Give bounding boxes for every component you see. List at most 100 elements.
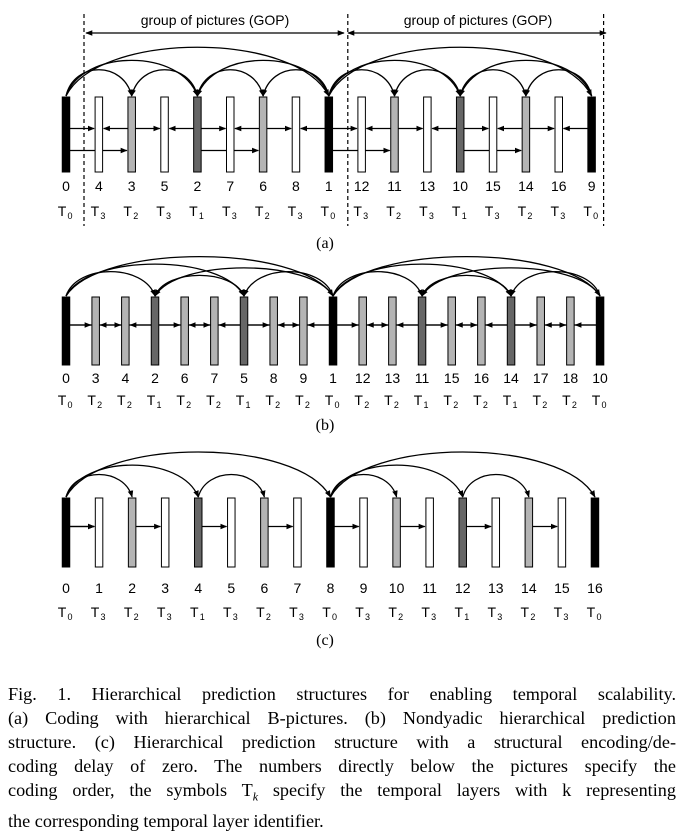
coding-order-label: 0: [62, 580, 70, 596]
picture-bar: [326, 497, 335, 568]
temporal-layer-index: 3: [363, 211, 368, 221]
coding-order-label: 13: [385, 370, 401, 386]
temporal-layer-index: 0: [593, 211, 598, 221]
temporal-layer-index: 3: [497, 612, 502, 622]
temporal-layer-label: T: [58, 392, 67, 408]
picture-bar: [554, 96, 563, 173]
temporal-layer-index: 1: [157, 400, 162, 410]
temporal-layer-index: 2: [216, 400, 221, 410]
reference-arc: [65, 59, 199, 97]
temporal-layer-label: T: [123, 203, 132, 219]
temporal-layer-index: 3: [233, 612, 238, 622]
coding-order-label: 10: [452, 178, 468, 194]
picture-bar: [127, 96, 136, 173]
picture-bar: [524, 497, 534, 568]
coding-order-label: 5: [240, 370, 248, 386]
subscript-k: k: [252, 789, 259, 804]
temporal-layer-index: 1: [199, 211, 204, 221]
temporal-layer-label: T: [562, 392, 571, 408]
coding-order-label: 0: [62, 370, 70, 386]
picture-bar: [587, 96, 596, 173]
temporal-layer-label: T: [419, 203, 428, 219]
temporal-layer-index: 3: [560, 211, 565, 221]
coding-order-label: 11: [415, 370, 430, 386]
temporal-layer-label: T: [117, 392, 126, 408]
gop-label: group of pictures (GOP): [404, 12, 553, 28]
coding-order-label: 5: [227, 580, 235, 596]
temporal-layer-index: 0: [596, 612, 601, 622]
picture-bar: [258, 96, 268, 173]
temporal-layer-label: T: [473, 392, 482, 408]
temporal-layer-index: 2: [97, 400, 102, 410]
temporal-layer-index: 0: [330, 211, 335, 221]
coding-order-label: 14: [521, 580, 537, 596]
reference-arc: [261, 69, 330, 97]
picture-bar: [61, 96, 71, 173]
picture-bar: [299, 296, 308, 366]
temporal-layer-index: 1: [462, 211, 467, 221]
temporal-layer-label: T: [384, 392, 393, 408]
coding-order-label: 3: [92, 370, 100, 386]
coding-order-label: 0: [62, 178, 70, 194]
temporal-layer-index: 2: [133, 211, 138, 221]
picture-bar: [388, 296, 397, 366]
temporal-layer-label: T: [190, 604, 199, 620]
temporal-layer-label: T: [321, 203, 330, 219]
coding-order-label: 1: [95, 580, 103, 596]
picture-bar: [423, 96, 432, 173]
temporal-layer-index: 3: [100, 211, 105, 221]
temporal-layer-label: T: [583, 203, 592, 219]
picture-bar: [357, 96, 366, 173]
temporal-layer-index: 2: [266, 612, 271, 622]
temporal-layer-label: T: [91, 604, 100, 620]
temporal-layer-label: T: [236, 392, 245, 408]
temporal-layer-label: T: [532, 392, 541, 408]
caption-line: the corresponding temporal layer identif…: [8, 810, 324, 831]
picture-bar: [61, 296, 71, 366]
temporal-layer-index: 2: [275, 400, 280, 410]
coding-order-label: 9: [299, 370, 307, 386]
temporal-layer-label: T: [554, 604, 563, 620]
picture-bar: [260, 497, 269, 568]
picture-bar: [477, 296, 486, 366]
temporal-layer-label: T: [58, 604, 67, 620]
reference-arc: [196, 69, 265, 97]
picture-bar: [536, 296, 545, 366]
temporal-layer-label: T: [521, 604, 530, 620]
reference-arc: [65, 256, 334, 297]
coding-order-label: 8: [292, 178, 300, 194]
picture-bar: [94, 96, 104, 173]
coding-order-label: 10: [389, 580, 405, 596]
temporal-layer-index: 2: [186, 400, 191, 410]
reference-arc: [130, 69, 199, 97]
reference-arc: [421, 267, 601, 297]
temporal-layer-index: 2: [127, 400, 132, 410]
coding-order-label: 7: [226, 178, 234, 194]
reference-arc: [510, 270, 601, 297]
caption-line: coding delay of zero. The numbers direct…: [8, 756, 676, 776]
picture-bar: [193, 497, 203, 568]
temporal-layer-index: 0: [602, 400, 607, 410]
temporal-layer-label: T: [58, 203, 67, 219]
temporal-layer-label: T: [592, 392, 601, 408]
reference-arc: [328, 69, 396, 97]
coding-order-label: 3: [128, 178, 136, 194]
temporal-layer-index: 3: [495, 211, 500, 221]
temporal-layer-label: T: [421, 604, 430, 620]
picture-bar: [417, 296, 427, 366]
reference-arc: [332, 256, 601, 297]
picture-bar: [447, 296, 456, 366]
reference-arc: [65, 69, 133, 97]
temporal-layer-label: T: [256, 604, 265, 620]
temporal-layer-label: T: [487, 604, 496, 620]
picture-bar: [239, 296, 249, 366]
temporal-layer-label: T: [386, 203, 395, 219]
coding-order-label: 2: [128, 580, 136, 596]
picture-bar: [491, 497, 501, 568]
reference-arc: [421, 274, 512, 297]
temporal-layer-index: 0: [67, 612, 72, 622]
picture-bar: [595, 296, 605, 366]
picture-bar: [566, 296, 575, 366]
coding-order-label: 1: [329, 370, 337, 386]
